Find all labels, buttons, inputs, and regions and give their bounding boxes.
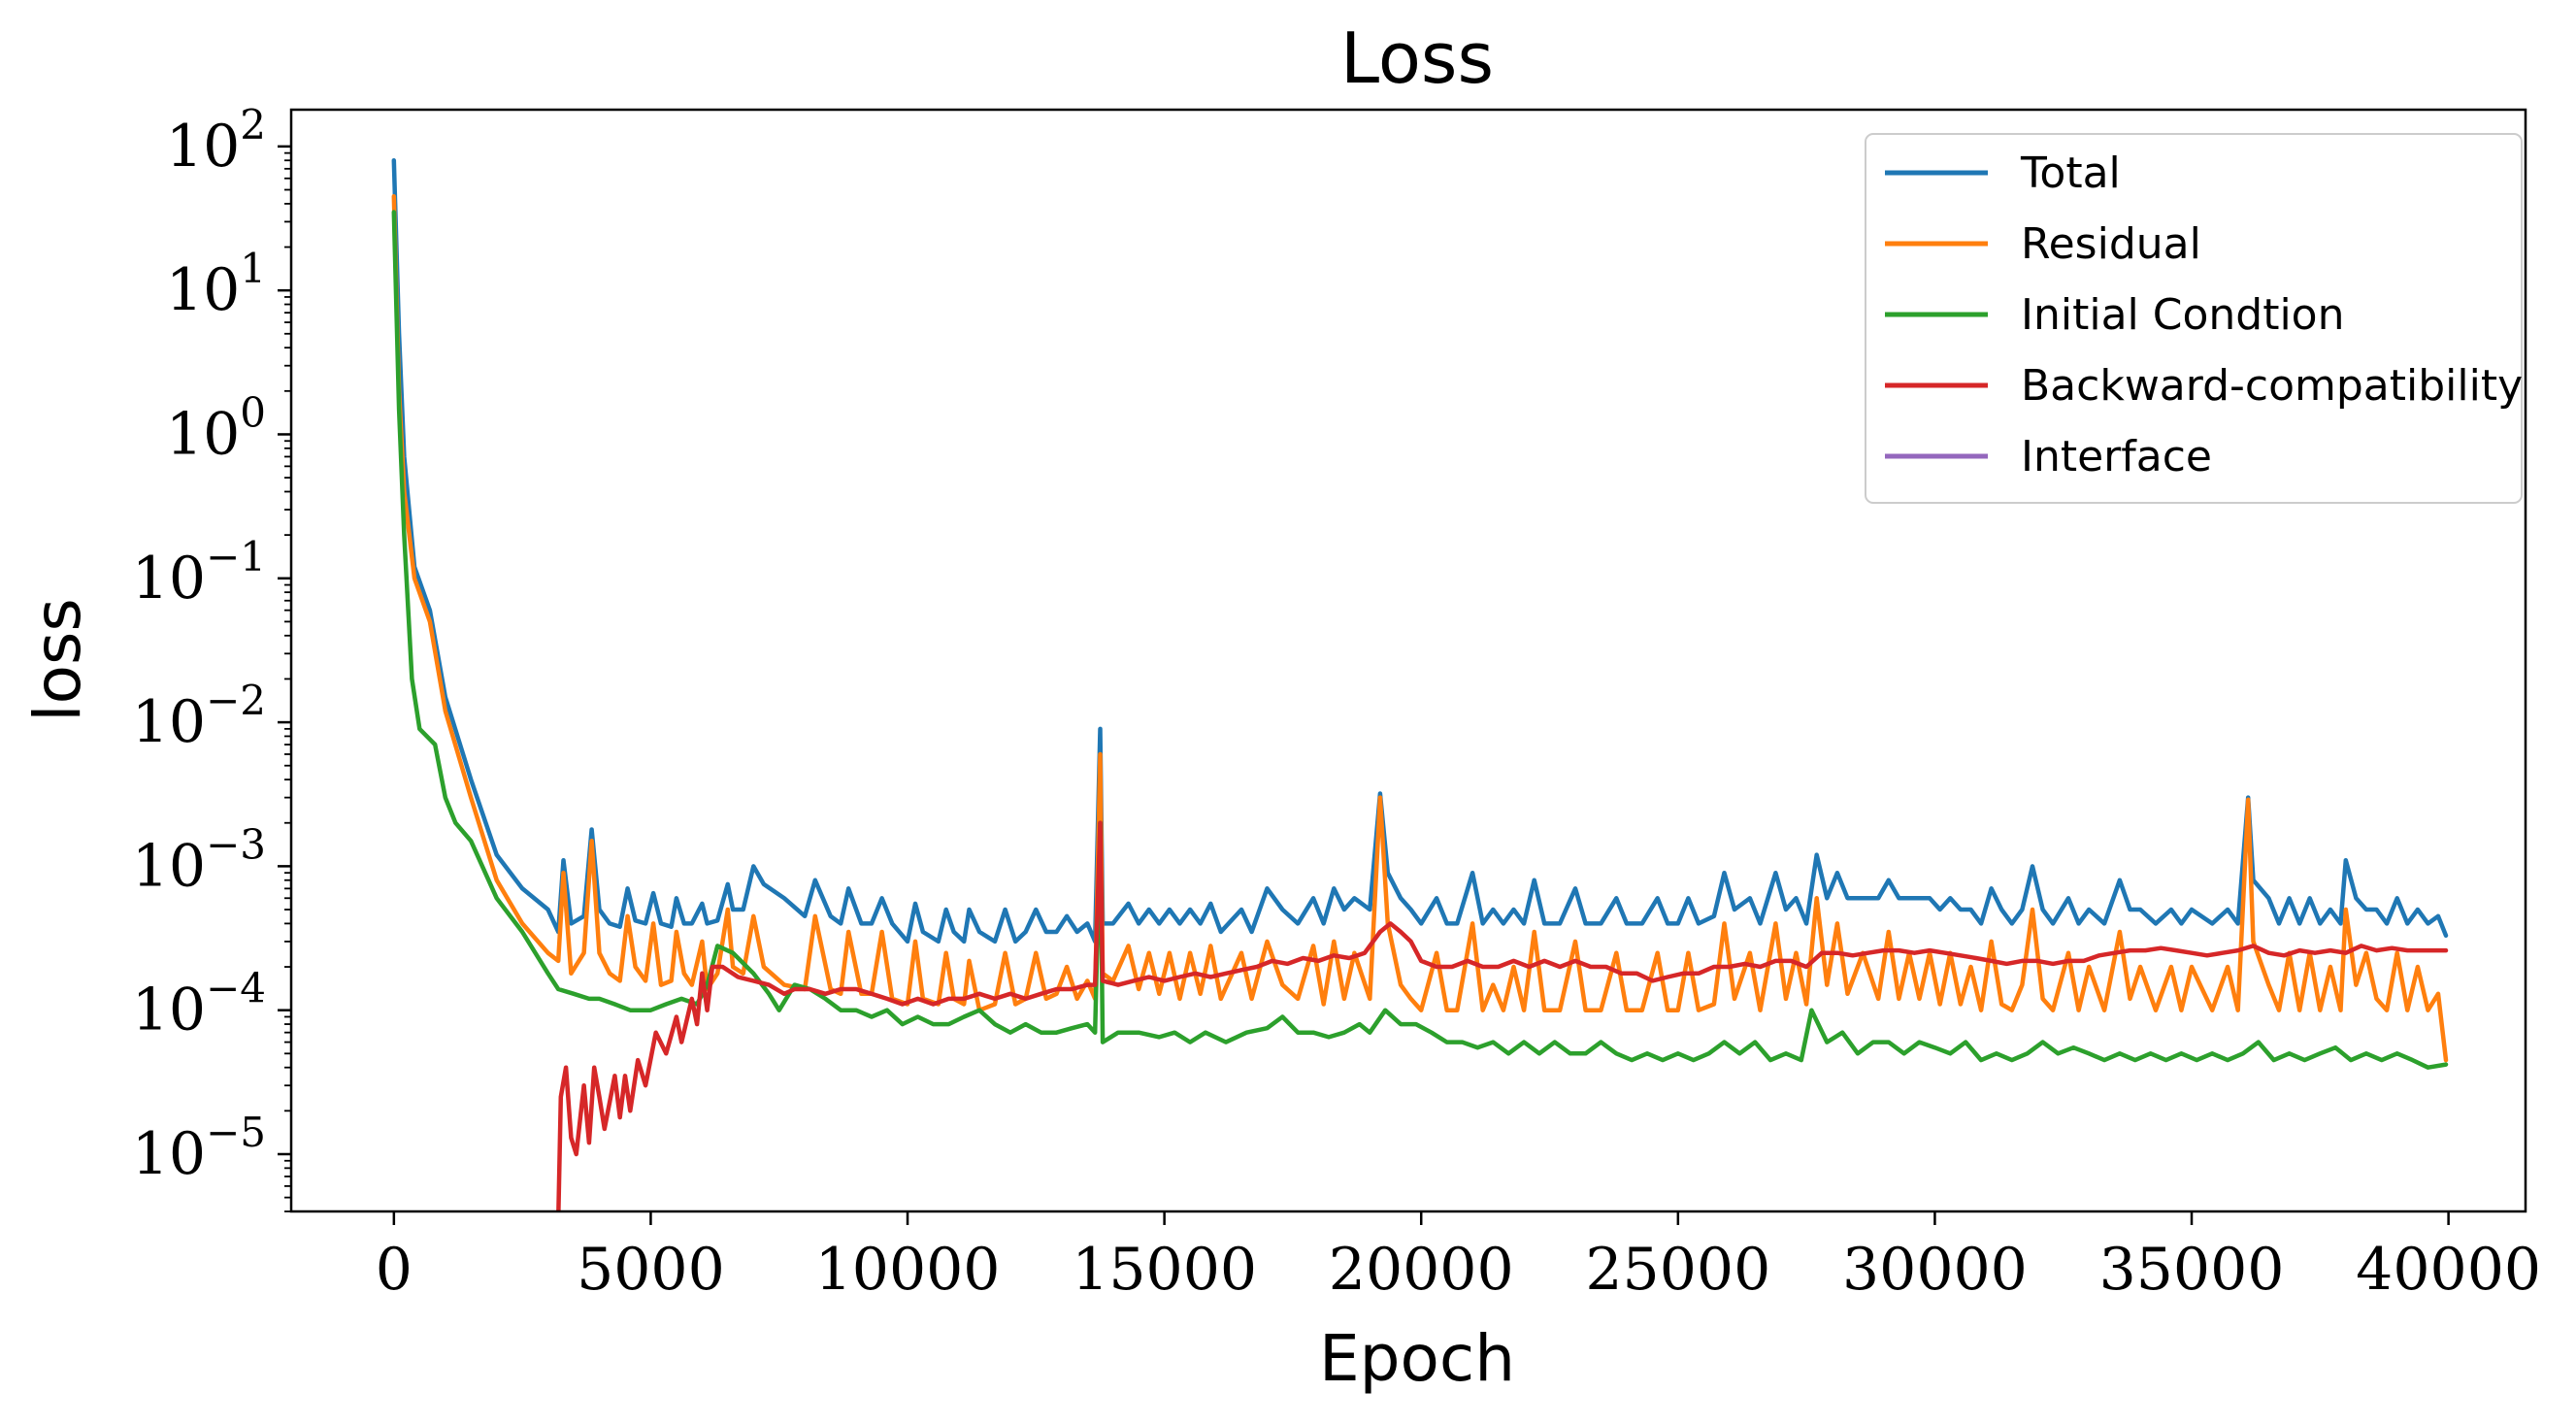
legend: Total Residual Initial Condtion Backward-co… — [1865, 133, 2523, 504]
y-tick-label: 10−5 — [132, 1109, 266, 1188]
legend-label: Initial Condtion — [2021, 290, 2344, 340]
x-tick-label: 25000 — [1585, 1236, 1770, 1304]
y-axis-label: loss — [20, 598, 95, 722]
x-tick-label: 20000 — [1329, 1236, 1514, 1304]
y-axis-ticks: 10−5 10−4 10−3 10−2 10−1 100 101 102 — [132, 101, 291, 1212]
y-tick-label: 10−1 — [132, 533, 266, 613]
chart-title: Loss — [1340, 17, 1494, 99]
x-tick-label: 35000 — [2099, 1236, 2285, 1304]
y-tick-label: 101 — [166, 245, 266, 324]
plot-lines — [391, 157, 2449, 1211]
plot-frame — [289, 108, 2527, 1213]
series-line-backward-compatibility — [556, 820, 2449, 1211]
series-line-initial-condtion — [391, 210, 2449, 1070]
legend-label: Residual — [2021, 219, 2201, 269]
x-tick-label: 0 — [376, 1236, 413, 1304]
legend-items: Total Residual Initial Condtion Backward-co… — [1885, 149, 2523, 481]
x-tick-label: 15000 — [1072, 1236, 1257, 1304]
y-tick-label: 10−3 — [132, 820, 266, 900]
series-line-total — [391, 157, 2449, 944]
y-tick-label: 10−4 — [132, 965, 266, 1044]
x-tick-label: 5000 — [577, 1236, 725, 1304]
x-axis-label: Epoch — [1319, 1321, 1515, 1396]
legend-frame — [1865, 133, 2523, 504]
x-tick-label: 30000 — [1842, 1236, 2028, 1304]
legend-label: Total — [2020, 149, 2121, 198]
legend-label: Backward-compatibility — [2021, 361, 2523, 411]
legend-label: Interface — [2021, 432, 2212, 481]
x-tick-label: 10000 — [815, 1236, 1001, 1304]
y-tick-label: 10−2 — [132, 677, 266, 756]
y-tick-label: 100 — [166, 388, 266, 468]
series-line-residual — [391, 194, 2449, 1063]
x-tick-label: 40000 — [2356, 1236, 2541, 1304]
y-tick-label: 102 — [166, 101, 266, 181]
x-axis-ticks: 0 5000 10000 15000 20000 25000 30000 35000 40000 — [376, 1211, 2541, 1304]
